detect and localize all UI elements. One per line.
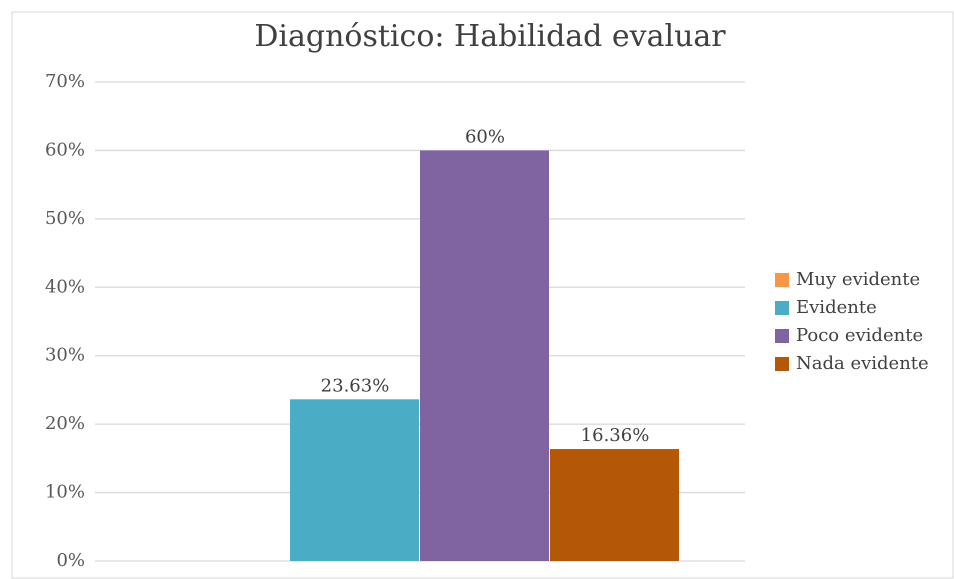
y-tick-label: 60% — [45, 139, 85, 160]
y-tick-label: 70% — [45, 71, 85, 92]
bar — [420, 150, 549, 561]
y-tick-label: 20% — [45, 413, 85, 434]
bar — [290, 399, 419, 561]
legend-label: Evidente — [796, 297, 877, 318]
y-tick-label: 30% — [45, 345, 85, 366]
y-tick-label: 50% — [45, 208, 85, 229]
data-label: 60% — [465, 126, 505, 147]
legend-label: Poco evidente — [796, 325, 923, 346]
bar — [550, 449, 679, 561]
legend-swatch — [775, 357, 789, 371]
y-tick-label: 10% — [45, 482, 85, 503]
data-label: 16.36% — [581, 425, 650, 446]
chart-title: Diagnóstico: Habilidad evaluar — [254, 19, 726, 54]
legend-swatch — [775, 329, 789, 343]
legend-swatch — [775, 301, 789, 315]
data-label: 23.63% — [321, 375, 390, 396]
y-tick-label: 40% — [45, 276, 85, 297]
legend-label: Muy evidente — [796, 269, 920, 290]
legend-label: Nada evidente — [796, 353, 929, 374]
legend-swatch — [775, 273, 789, 287]
y-tick-label: 0% — [56, 550, 85, 571]
